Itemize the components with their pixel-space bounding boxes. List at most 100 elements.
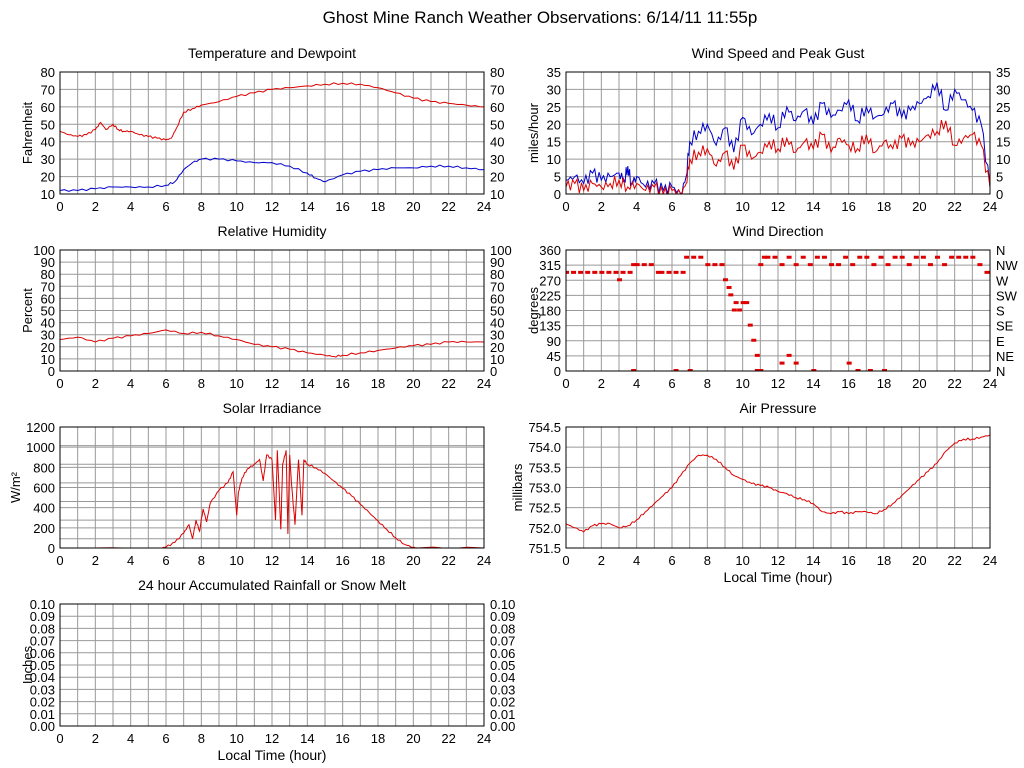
x-tick-label: 16: [335, 376, 349, 391]
data-point: [617, 278, 622, 282]
x-tick-label: 24: [477, 199, 491, 214]
plot-frame: [565, 426, 991, 549]
page-title: Ghost Mine Ranch Weather Observations: 6…: [322, 8, 758, 27]
y-tick-label-right: 80: [490, 65, 504, 80]
data-point: [723, 278, 728, 282]
y-tick-label-left: 5: [554, 170, 561, 185]
data-point: [733, 301, 739, 305]
x-tick-label: 24: [477, 376, 491, 391]
data-point: [850, 263, 856, 267]
y-tick-label-right: 100: [490, 243, 512, 258]
y-tick-label-left: 752.5: [528, 501, 561, 516]
data-point: [867, 369, 873, 371]
data-point: [740, 301, 746, 305]
data-point: [684, 255, 690, 259]
data-point: [857, 255, 863, 259]
data-point: [627, 270, 633, 274]
y-tick-label-left: 80: [41, 65, 55, 80]
data-point: [737, 308, 743, 312]
data-point: [814, 255, 820, 259]
y-tick-label-left: 0.04: [30, 670, 55, 685]
data-point: [691, 255, 697, 259]
x-tick-label: 14: [300, 199, 314, 214]
y-tick-label-right: 10: [996, 152, 1010, 167]
data-point: [673, 369, 679, 371]
x-tick-label: 10: [229, 553, 243, 568]
chart-rain: 24 hour Accumulated Rainfall or Snow Mel…: [20, 577, 515, 763]
y-tick-label-right: 60: [490, 100, 504, 115]
x-tick-label: 24: [983, 553, 997, 568]
x-tick-label: 22: [441, 731, 455, 746]
y-tick-label-right: 15: [996, 135, 1010, 150]
x-tick-label: 22: [441, 376, 455, 391]
data-point: [855, 369, 861, 371]
y-tick-label-left: 0.10: [30, 597, 55, 612]
data-point: [807, 263, 813, 267]
x-tick-label: 20: [406, 553, 420, 568]
y-tick-label-left: 45: [547, 349, 561, 364]
data-point: [878, 255, 884, 259]
x-tick-label: 16: [841, 553, 855, 568]
x-tick-label: 18: [371, 376, 385, 391]
y-tick-label-left: 100: [33, 243, 55, 258]
y-tick-label-left: 752.0: [528, 521, 561, 536]
y-tick-label-right: 0.01: [490, 707, 515, 722]
data-point: [892, 255, 898, 259]
data-point: [728, 293, 734, 297]
x-tick-label: 8: [198, 553, 205, 568]
x-tick-label: 24: [477, 731, 491, 746]
x-tick-label: 0: [56, 376, 63, 391]
y-tick-label-right: E: [996, 334, 1005, 349]
x-tick-label: 6: [668, 553, 675, 568]
x-tick-label: 22: [947, 553, 961, 568]
data-point: [631, 369, 637, 371]
x-tick-label: 14: [300, 731, 314, 746]
plot-frame: [59, 71, 485, 195]
y-tick-label-right: 0.10: [490, 597, 515, 612]
x-tick-label: 20: [912, 199, 926, 214]
data-point: [779, 263, 785, 267]
x-tick-label: 10: [735, 553, 749, 568]
y-tick-label-left: 60: [41, 291, 55, 306]
x-tick-label: 16: [335, 553, 349, 568]
data-point: [578, 270, 584, 274]
series-line-wind-speed: [566, 119, 990, 194]
y-tick-label-left: 180: [539, 304, 561, 319]
x-tick-label: 4: [633, 199, 640, 214]
y-tick-label-left: 753.0: [528, 481, 561, 496]
chart-title: Solar Irradiance: [223, 400, 322, 416]
data-point: [786, 353, 792, 357]
data-point: [758, 369, 764, 371]
y-tick-label-left: 30: [41, 328, 55, 343]
y-tick-label-right: 25: [996, 100, 1010, 115]
plot-frame: [565, 71, 991, 195]
data-point: [719, 263, 725, 267]
y-tick-label-left: 315: [539, 258, 561, 273]
y-tick-label-left: 0.02: [30, 695, 55, 710]
data-point: [920, 255, 926, 259]
data-point: [698, 255, 704, 259]
x-tick-label: 10: [735, 199, 749, 214]
data-point: [754, 353, 760, 357]
plot-frame: [565, 249, 991, 372]
data-point: [906, 263, 912, 267]
y-tick-label-right: 10: [490, 352, 504, 367]
y-tick-label-right: SE: [996, 319, 1014, 334]
x-tick-label: 10: [229, 731, 243, 746]
y-tick-label-left: 800: [33, 460, 55, 475]
y-tick-label-left: 270: [539, 273, 561, 288]
chart-title: 24 hour Accumulated Rainfall or Snow Mel…: [138, 577, 406, 593]
y-tick-label-left: 200: [33, 521, 55, 536]
y-tick-label-left: 15: [547, 135, 561, 150]
data-point: [765, 255, 771, 259]
y-tick-label-left: 0.09: [30, 609, 55, 624]
x-tick-label: 2: [92, 553, 99, 568]
data-point: [585, 270, 591, 274]
data-point: [829, 263, 834, 267]
y-tick-label-right: 35: [996, 65, 1010, 80]
x-tick-label: 20: [406, 199, 420, 214]
data-point: [571, 270, 577, 274]
y-tick-label-right: 0.03: [490, 682, 515, 697]
data-point: [731, 308, 737, 312]
